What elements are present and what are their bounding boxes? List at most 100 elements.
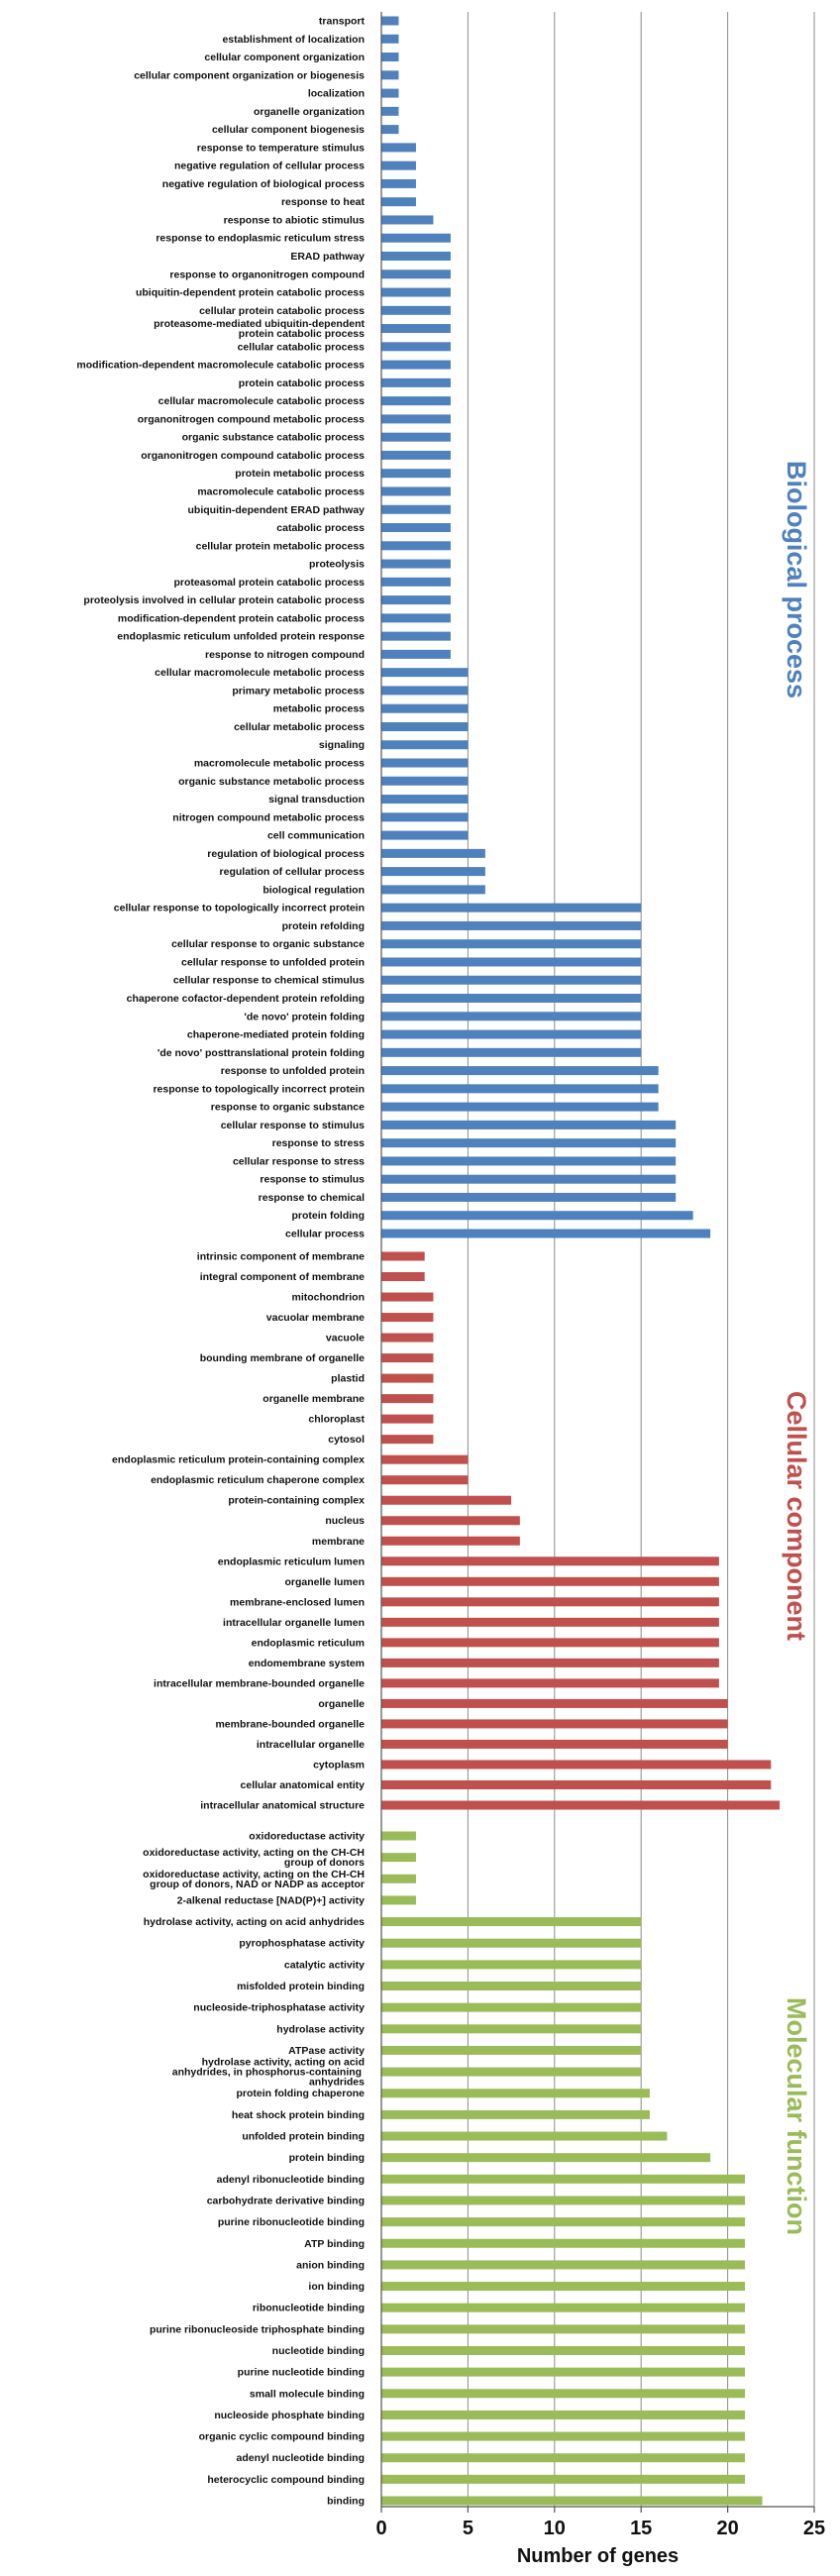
category-label-pyrophosphatase-activity: pyrophosphatase activity bbox=[239, 1938, 365, 1950]
category-label-purine-ribonucleotide-binding: purine ribonucleotide binding bbox=[218, 2216, 365, 2228]
category-label-ribonucleotide-binding: ribonucleotide binding bbox=[253, 2303, 365, 2314]
bar-hydrolase-activity bbox=[381, 2024, 642, 2034]
bar-metabolic-process bbox=[381, 703, 469, 713]
bar-cytoplasm bbox=[381, 1760, 772, 1770]
bar-cellular-protein-metabolic-process bbox=[381, 541, 451, 551]
bar-atpase-activity bbox=[381, 2045, 642, 2055]
category-label-cellular-protein-catabolic-process: cellular protein catabolic process bbox=[199, 305, 365, 317]
bar-response-to-heat bbox=[381, 197, 416, 207]
bar-organelle-lumen bbox=[381, 1576, 719, 1586]
category-label-proteasome-mediated-ubiquitin-dependent-protein-catabolic-process: proteasome-mediated ubiquitin-dependent p… bbox=[154, 318, 365, 340]
category-label-intrinsic-component-of-membrane: intrinsic component of membrane bbox=[197, 1251, 365, 1263]
category-label-organic-substance-metabolic-process: organic substance metabolic process bbox=[178, 776, 365, 788]
bar-purine-ribonucleoside-triphosphate-binding bbox=[381, 2324, 746, 2334]
bar-cellular-response-to-chemical-stimulus bbox=[381, 975, 642, 985]
group-title-biological-process: Biological process bbox=[782, 461, 811, 698]
category-label-protein-catabolic-process: protein catabolic process bbox=[239, 377, 365, 389]
bar-organelle-membrane bbox=[381, 1394, 434, 1404]
category-label-regulation-of-biological-process: regulation of biological process bbox=[207, 848, 365, 860]
bar-modification-dependent-macromolecule-catabolic-process bbox=[381, 360, 451, 370]
category-label-ion-binding: ion binding bbox=[308, 2281, 365, 2293]
bar-response-to-chemical bbox=[381, 1192, 677, 1202]
category-label-protein-folding: protein folding bbox=[292, 1210, 366, 1222]
bar-organic-substance-catabolic-process bbox=[381, 432, 451, 442]
bar-proteolysis bbox=[381, 559, 451, 569]
bar-ubiquitin-dependent-erad-pathway bbox=[381, 504, 451, 514]
bar-cytosol bbox=[381, 1435, 434, 1445]
bar-plastid bbox=[381, 1373, 434, 1383]
category-label-cellular-catabolic-process: cellular catabolic process bbox=[238, 341, 366, 353]
bar-endoplasmic-reticulum bbox=[381, 1638, 719, 1648]
bar-endoplasmic-reticulum-unfolded-protein-response bbox=[381, 631, 451, 641]
category-label-membrane-bounded-organelle: membrane-bounded organelle bbox=[215, 1718, 365, 1730]
bar-ion-binding bbox=[381, 2282, 746, 2292]
category-label-organelle-lumen: organelle lumen bbox=[284, 1576, 365, 1588]
category-label-hydrolase-activity-acting-on-acid-anhydrides: hydrolase activity, acting on acid anhyd… bbox=[144, 1916, 365, 1928]
bar-atp-binding bbox=[381, 2238, 746, 2248]
bar-negative-regulation-of-cellular-process bbox=[381, 161, 416, 170]
bar-membrane-bounded-organelle bbox=[381, 1719, 728, 1729]
bar-signal-transduction bbox=[381, 795, 469, 805]
category-label-intracellular-membrane-bounded-organelle: intracellular membrane-bounded organelle bbox=[154, 1677, 365, 1689]
category-label-nitrogen-compound-metabolic-process: nitrogen compound metabolic process bbox=[172, 811, 365, 823]
category-label-cellular-macromolecule-catabolic-process: cellular macromolecule catabolic process bbox=[158, 395, 366, 407]
category-label-vacuolar-membrane: vacuolar membrane bbox=[266, 1312, 365, 1324]
bar-chaperone-cofactor-dependent-protein-refolding bbox=[381, 994, 642, 1004]
bar-de-novo-posttranslational-protein-folding bbox=[381, 1047, 642, 1057]
bar-proteolysis-involved-in-cellular-protein-catabolic-process bbox=[381, 595, 451, 605]
category-label-response-to-chemical: response to chemical bbox=[259, 1192, 365, 1204]
bar-vacuolar-membrane bbox=[381, 1313, 434, 1323]
bar-cellular-response-to-stress bbox=[381, 1156, 677, 1166]
category-label-intracellular-organelle: intracellular organelle bbox=[257, 1739, 365, 1751]
bar-intracellular-organelle-lumen bbox=[381, 1617, 719, 1627]
category-label-atpase-activity: ATPase activity bbox=[288, 2045, 365, 2057]
category-label-response-to-endoplasmic-reticulum-stress: response to endoplasmic reticulum stress bbox=[156, 233, 365, 245]
category-label-endoplasmic-reticulum-lumen: endoplasmic reticulum lumen bbox=[218, 1556, 365, 1567]
category-label-binding: binding bbox=[327, 2496, 365, 2508]
category-label-plastid: plastid bbox=[331, 1373, 365, 1385]
category-label-adenyl-nucleotide-binding: adenyl nucleotide binding bbox=[236, 2452, 365, 2464]
bar-cellular-response-to-topologically-incorrect-protein bbox=[381, 903, 642, 912]
category-label-cellular-response-to-organic-substance: cellular response to organic substance bbox=[171, 938, 365, 950]
category-label-ubiquitin-dependent-protein-catabolic-process: ubiquitin-dependent protein catabolic pr… bbox=[136, 287, 365, 299]
category-label-endoplasmic-reticulum-protein-containing-complex: endoplasmic reticulum protein-containing… bbox=[112, 1454, 365, 1466]
category-label-cellular-protein-metabolic-process: cellular protein metabolic process bbox=[196, 540, 366, 552]
category-label-chaperone-mediated-protein-folding: chaperone-mediated protein folding bbox=[187, 1029, 365, 1041]
category-label-response-to-nitrogen-compound: response to nitrogen compound bbox=[205, 649, 365, 661]
bar-organonitrogen-compound-metabolic-process bbox=[381, 414, 451, 424]
group-titles: Biological process Cellular component Mole… bbox=[782, 461, 811, 2235]
category-label-protein-containing-complex: protein-containing complex bbox=[228, 1495, 365, 1507]
bar-cellular-metabolic-process bbox=[381, 721, 469, 731]
category-label-signal-transduction: signal transduction bbox=[268, 794, 365, 805]
bars bbox=[381, 16, 781, 2506]
bar-signaling bbox=[381, 740, 469, 750]
bar-cellular-catabolic-process bbox=[381, 342, 451, 352]
category-label-response-to-organic-substance: response to organic substance bbox=[211, 1102, 365, 1114]
bar-unfolded-protein-binding bbox=[381, 2131, 668, 2141]
bar-chaperone-mediated-protein-folding bbox=[381, 1029, 642, 1039]
x-axis: 0 5 10 15 20 25 Number of genes bbox=[375, 12, 825, 2567]
bar-negative-regulation-of-biological-process bbox=[381, 178, 416, 188]
category-label-misfolded-protein-binding: misfolded protein binding bbox=[237, 1981, 365, 1992]
category-label-anion-binding: anion binding bbox=[296, 2259, 365, 2271]
bar-anion-binding bbox=[381, 2260, 746, 2270]
bar-erad-pathway bbox=[381, 251, 451, 261]
bar-endoplasmic-reticulum-lumen bbox=[381, 1556, 719, 1566]
category-label-organic-cyclic-compound-binding: organic cyclic compound binding bbox=[199, 2431, 365, 2443]
bar-response-to-temperature-stimulus bbox=[381, 143, 416, 153]
category-label-cellular-macromolecule-metabolic-process: cellular macromolecule metabolic process bbox=[155, 667, 365, 679]
category-label-response-to-temperature-stimulus: response to temperature stimulus bbox=[197, 142, 365, 154]
bar-intrinsic-component-of-membrane bbox=[381, 1251, 425, 1261]
bar-2-alkenal-reductase-nad-p-activity bbox=[381, 1895, 416, 1905]
bar-membrane-enclosed-lumen bbox=[381, 1597, 719, 1607]
category-label-regulation-of-cellular-process: regulation of cellular process bbox=[220, 866, 366, 878]
category-label-endomembrane-system: endomembrane system bbox=[249, 1658, 365, 1669]
category-label-2-alkenal-reductase-nad-p-activity: 2-alkenal reductase [NAD(P)+] activity bbox=[177, 1894, 366, 1906]
category-label-de-novo-protein-folding: 'de novo' protein folding bbox=[244, 1011, 365, 1022]
x-axis-title: Number of genes bbox=[517, 2545, 679, 2567]
bar-macromolecule-catabolic-process bbox=[381, 486, 451, 496]
bar-protein-containing-complex bbox=[381, 1495, 512, 1505]
category-label-protein-binding: protein binding bbox=[289, 2152, 365, 2164]
bar-cellular-component-organization bbox=[381, 53, 399, 62]
category-label-heterocyclic-compound-binding: heterocyclic compound binding bbox=[207, 2474, 365, 2486]
